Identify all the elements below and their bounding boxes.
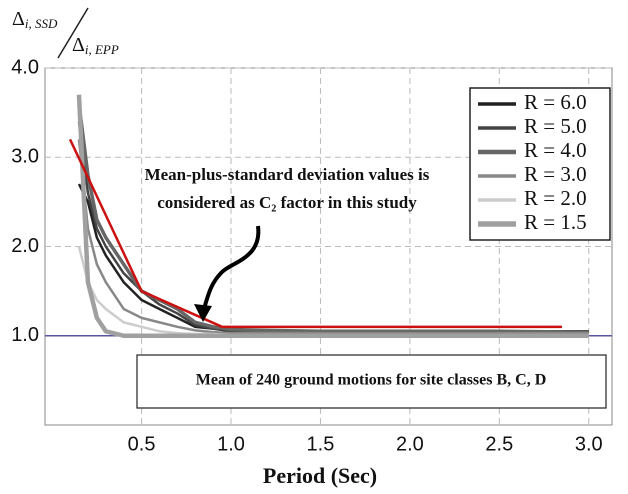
- x-tick-label: 1.5: [307, 433, 335, 455]
- x-axis-label: Period (Sec): [263, 463, 377, 488]
- envelope-line: [68, 138, 562, 329]
- y-label-slash: [57, 7, 89, 59]
- annotation-text: considered as C₂ factor in this study: [157, 193, 417, 212]
- series-line: [77, 139, 589, 335]
- annotation-text: Mean-plus-standard deviation values is: [145, 165, 430, 184]
- legend-box: [469, 87, 611, 241]
- x-tick-label: 0.5: [128, 433, 156, 455]
- note-box: [136, 354, 607, 409]
- legend-label: R = 1.5: [524, 210, 587, 234]
- series-line: [76, 94, 589, 338]
- y-tick-label: 1.0: [11, 324, 39, 346]
- legend-label: R = 5.0: [524, 114, 587, 138]
- y-label-numerator: Δi, SSD: [12, 8, 58, 31]
- x-tick-label: 2.0: [396, 433, 424, 455]
- y-label-denominator: Δi, EPP: [72, 34, 119, 57]
- x-tick-label: 1.0: [217, 433, 245, 455]
- series-line: [77, 103, 589, 334]
- legend-label: R = 3.0: [524, 162, 587, 186]
- x-tick-label: 2.5: [485, 433, 513, 455]
- annotation-arrowhead: [194, 304, 212, 322]
- legend-label: R = 4.0: [524, 138, 587, 162]
- legend-label: R = 6.0: [524, 90, 587, 114]
- annotation-arrow: [201, 225, 261, 313]
- note-text: Mean of 240 ground motions for site clas…: [196, 372, 547, 389]
- legend-label: R = 2.0: [524, 186, 587, 210]
- y-tick-label: 3.0: [11, 146, 39, 168]
- y-tick-label: 2.0: [11, 235, 39, 257]
- x-tick-label: 3.0: [575, 433, 603, 455]
- y-tick-label: 4.0: [11, 56, 39, 78]
